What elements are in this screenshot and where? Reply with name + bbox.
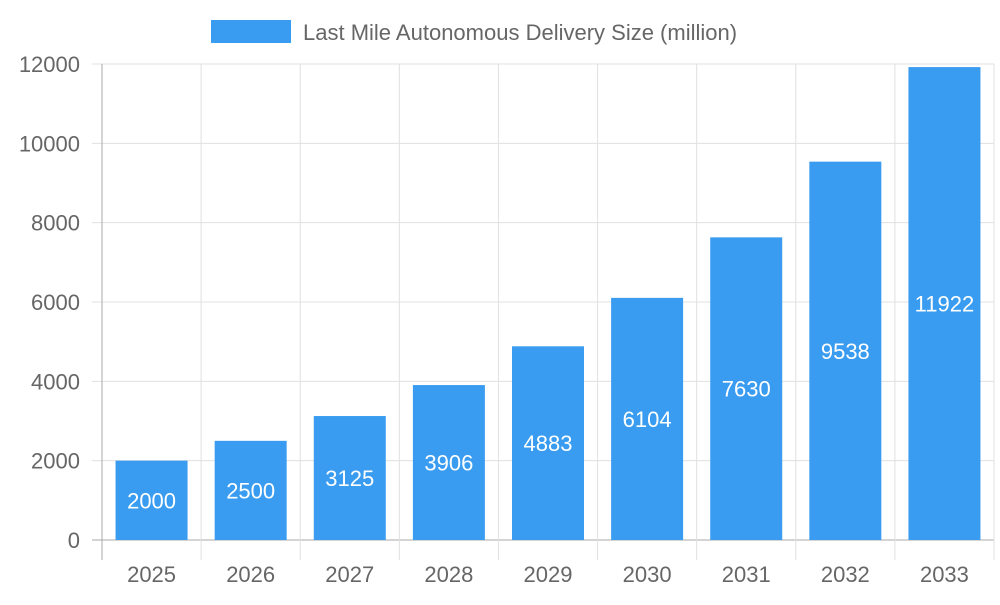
bar-2025 <box>115 460 188 540</box>
x-tick-label: 2029 <box>524 562 573 587</box>
y-tick-label: 2000 <box>31 449 80 474</box>
bar-2026 <box>214 440 287 540</box>
y-tick-label: 0 <box>68 528 80 553</box>
data-label: 6104 <box>623 407 672 432</box>
bar-2027 <box>313 416 386 540</box>
bar-2028 <box>412 385 485 540</box>
x-tick-label: 2025 <box>127 562 176 587</box>
x-tick-label: 2032 <box>821 562 870 587</box>
data-label: 4883 <box>524 431 573 456</box>
y-tick-label: 10000 <box>19 131 80 156</box>
bar-2029 <box>512 346 584 540</box>
y-tick-label: 4000 <box>31 369 80 394</box>
bars: 2000 2500 3125 3906 4883 6104 7630 9538 11922 <box>115 67 981 541</box>
x-tick-label: 2030 <box>623 562 672 587</box>
legend-swatch <box>211 20 291 43</box>
data-label: 3125 <box>325 466 374 491</box>
grid <box>92 63 995 560</box>
data-label: 11922 <box>915 292 975 317</box>
data-label: 2500 <box>226 478 275 503</box>
data-label: 3906 <box>424 451 473 476</box>
legend-label: Last Mile Autonomous Delivery Size (mill… <box>303 20 737 45</box>
x-tick-label: 2033 <box>920 562 969 587</box>
x-tick-label: 2026 <box>226 562 275 587</box>
data-label: 9538 <box>821 339 870 364</box>
bar-2031 <box>710 237 783 541</box>
y-tick-label: 12000 <box>19 52 80 77</box>
legend: Last Mile Autonomous Delivery Size (mill… <box>211 20 737 45</box>
bar-2032 <box>809 161 882 540</box>
x-tick-label: 2031 <box>722 562 771 587</box>
data-label: 7630 <box>722 377 771 402</box>
bar-2033 <box>908 67 981 541</box>
y-tick-label: 6000 <box>31 290 80 315</box>
data-label: 2000 <box>127 488 176 513</box>
x-tick-label: 2028 <box>424 562 473 587</box>
axes: 0 2000 4000 6000 8000 10000 12000 2025 2026 2027 2… <box>19 52 969 587</box>
y-tick-label: 8000 <box>31 211 80 236</box>
x-tick-label: 2027 <box>325 562 374 587</box>
bar-2030 <box>611 297 684 540</box>
